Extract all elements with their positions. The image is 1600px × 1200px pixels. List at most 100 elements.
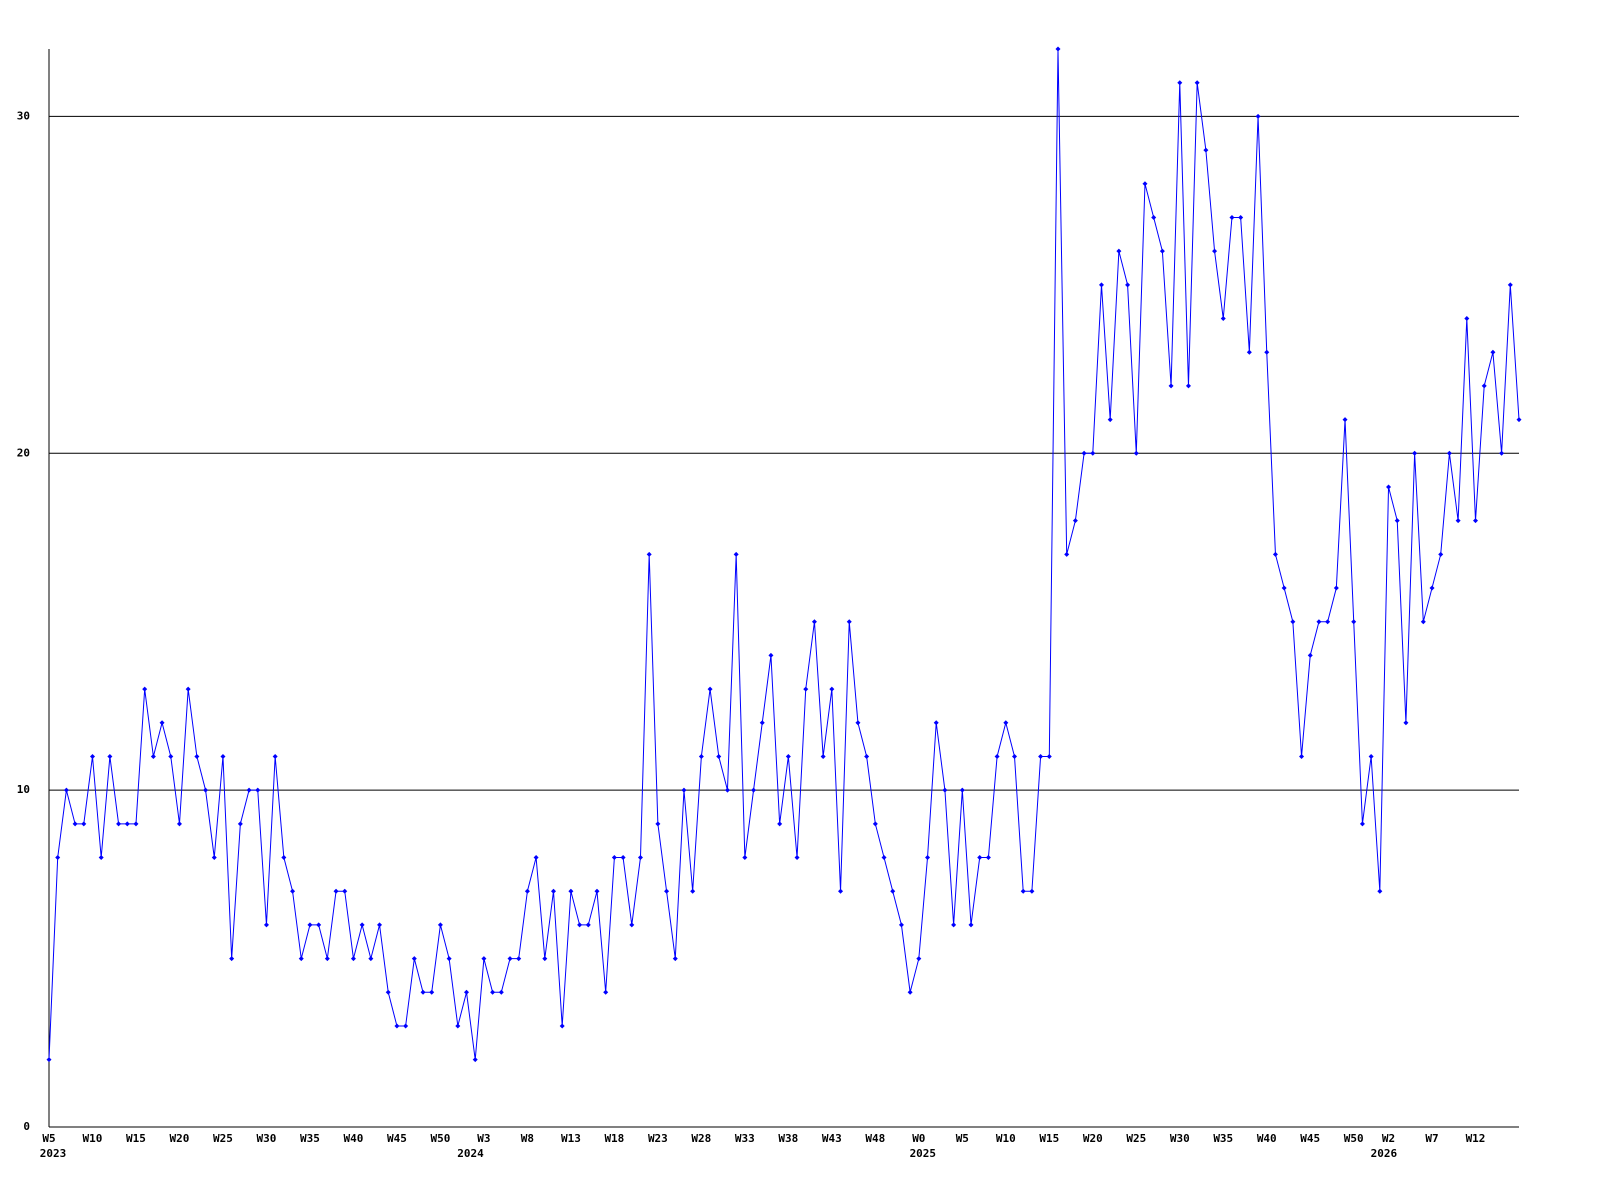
data-point <box>1507 282 1513 288</box>
data-point <box>133 821 139 827</box>
data-point <box>1499 450 1505 456</box>
data-point <box>838 888 844 894</box>
data-point <box>1177 80 1183 86</box>
data-point <box>1351 619 1357 625</box>
data-point <box>1307 652 1313 658</box>
data-point <box>437 922 443 928</box>
data-point <box>1264 349 1270 355</box>
x-tick-label: W0 <box>912 1132 925 1145</box>
data-point <box>229 956 235 962</box>
data-point <box>516 956 522 962</box>
y-tick-label: 0 <box>23 1120 30 1133</box>
data-point <box>490 989 496 995</box>
data-point <box>959 787 965 793</box>
data-point <box>429 989 435 995</box>
x-tick-label: W33 <box>735 1132 755 1145</box>
data-point <box>1125 282 1131 288</box>
x-tick-label: W10 <box>83 1132 103 1145</box>
x-tick-label: W45 <box>387 1132 407 1145</box>
data-point <box>1081 450 1087 456</box>
data-point <box>150 753 156 759</box>
x-tick-label: W7 <box>1425 1132 1438 1145</box>
data-point <box>881 855 887 860</box>
x-tick-label: W10 <box>996 1132 1016 1145</box>
data-point <box>733 551 739 557</box>
data-point <box>664 888 670 894</box>
y-tick-label: 20 <box>17 446 30 459</box>
x-tick-label: W13 <box>561 1132 581 1145</box>
data-point <box>1420 619 1426 625</box>
data-line <box>48 48 1520 1060</box>
data-point <box>1299 753 1305 759</box>
data-point <box>246 787 252 793</box>
data-point <box>168 753 174 759</box>
data-point <box>298 956 304 962</box>
data-point <box>124 821 130 827</box>
data-point <box>1020 888 1026 894</box>
data-point <box>985 855 991 860</box>
x-tick-label: W23 <box>648 1132 668 1145</box>
x-tick-label: W5 <box>42 1132 55 1145</box>
x-tick-label: W35 <box>1213 1132 1233 1145</box>
data-point <box>1055 46 1061 52</box>
data-point <box>342 888 348 894</box>
data-point <box>1203 147 1209 153</box>
data-point <box>1281 585 1287 591</box>
data-point <box>63 787 69 793</box>
data-point <box>1446 450 1452 456</box>
data-point <box>672 956 678 962</box>
x-tick-label: W18 <box>604 1132 624 1145</box>
data-point <box>1325 619 1331 625</box>
data-point <box>333 888 339 894</box>
x-group-label: 2026 <box>1371 1147 1398 1160</box>
data-point <box>977 855 983 860</box>
data-point <box>55 855 61 860</box>
x-tick-label: W40 <box>344 1132 364 1145</box>
data-point <box>550 888 556 894</box>
data-point <box>1490 349 1496 355</box>
data-point <box>281 855 287 860</box>
data-point <box>724 787 730 793</box>
data-point <box>211 855 217 860</box>
data-point <box>98 855 104 860</box>
data-point <box>742 855 748 860</box>
data-point <box>707 686 713 692</box>
data-point <box>1064 551 1070 557</box>
data-point <box>1438 551 1444 557</box>
x-group-label: 2025 <box>910 1147 937 1160</box>
data-point <box>263 922 269 928</box>
data-point <box>1046 753 1052 759</box>
data-point <box>1464 316 1470 321</box>
data-point <box>829 686 835 692</box>
data-point <box>1116 248 1122 254</box>
data-point <box>1473 518 1479 524</box>
data-point <box>1038 753 1044 759</box>
data-point <box>359 922 365 928</box>
data-point <box>646 551 652 557</box>
data-point <box>542 956 548 962</box>
data-point <box>385 989 391 995</box>
data-point <box>1185 383 1191 389</box>
data-point <box>116 821 122 827</box>
data-point <box>464 989 470 995</box>
data-point <box>420 989 426 995</box>
data-point <box>907 989 913 995</box>
data-point <box>1403 720 1409 726</box>
data-point <box>237 821 243 827</box>
data-point <box>203 787 209 793</box>
x-tick-label: W25 <box>1126 1132 1146 1145</box>
data-point <box>1003 720 1009 726</box>
data-point <box>577 922 583 928</box>
x-tick-label: W25 <box>213 1132 233 1145</box>
data-point <box>307 922 313 928</box>
data-point <box>716 753 722 759</box>
data-point <box>1142 181 1148 187</box>
data-point <box>637 855 643 860</box>
x-tick-label: W28 <box>691 1132 711 1145</box>
x-tick-label: W30 <box>257 1132 277 1145</box>
data-point <box>1333 585 1339 591</box>
data-point <box>1246 349 1252 355</box>
data-point <box>1229 214 1235 220</box>
data-point <box>1194 80 1200 86</box>
